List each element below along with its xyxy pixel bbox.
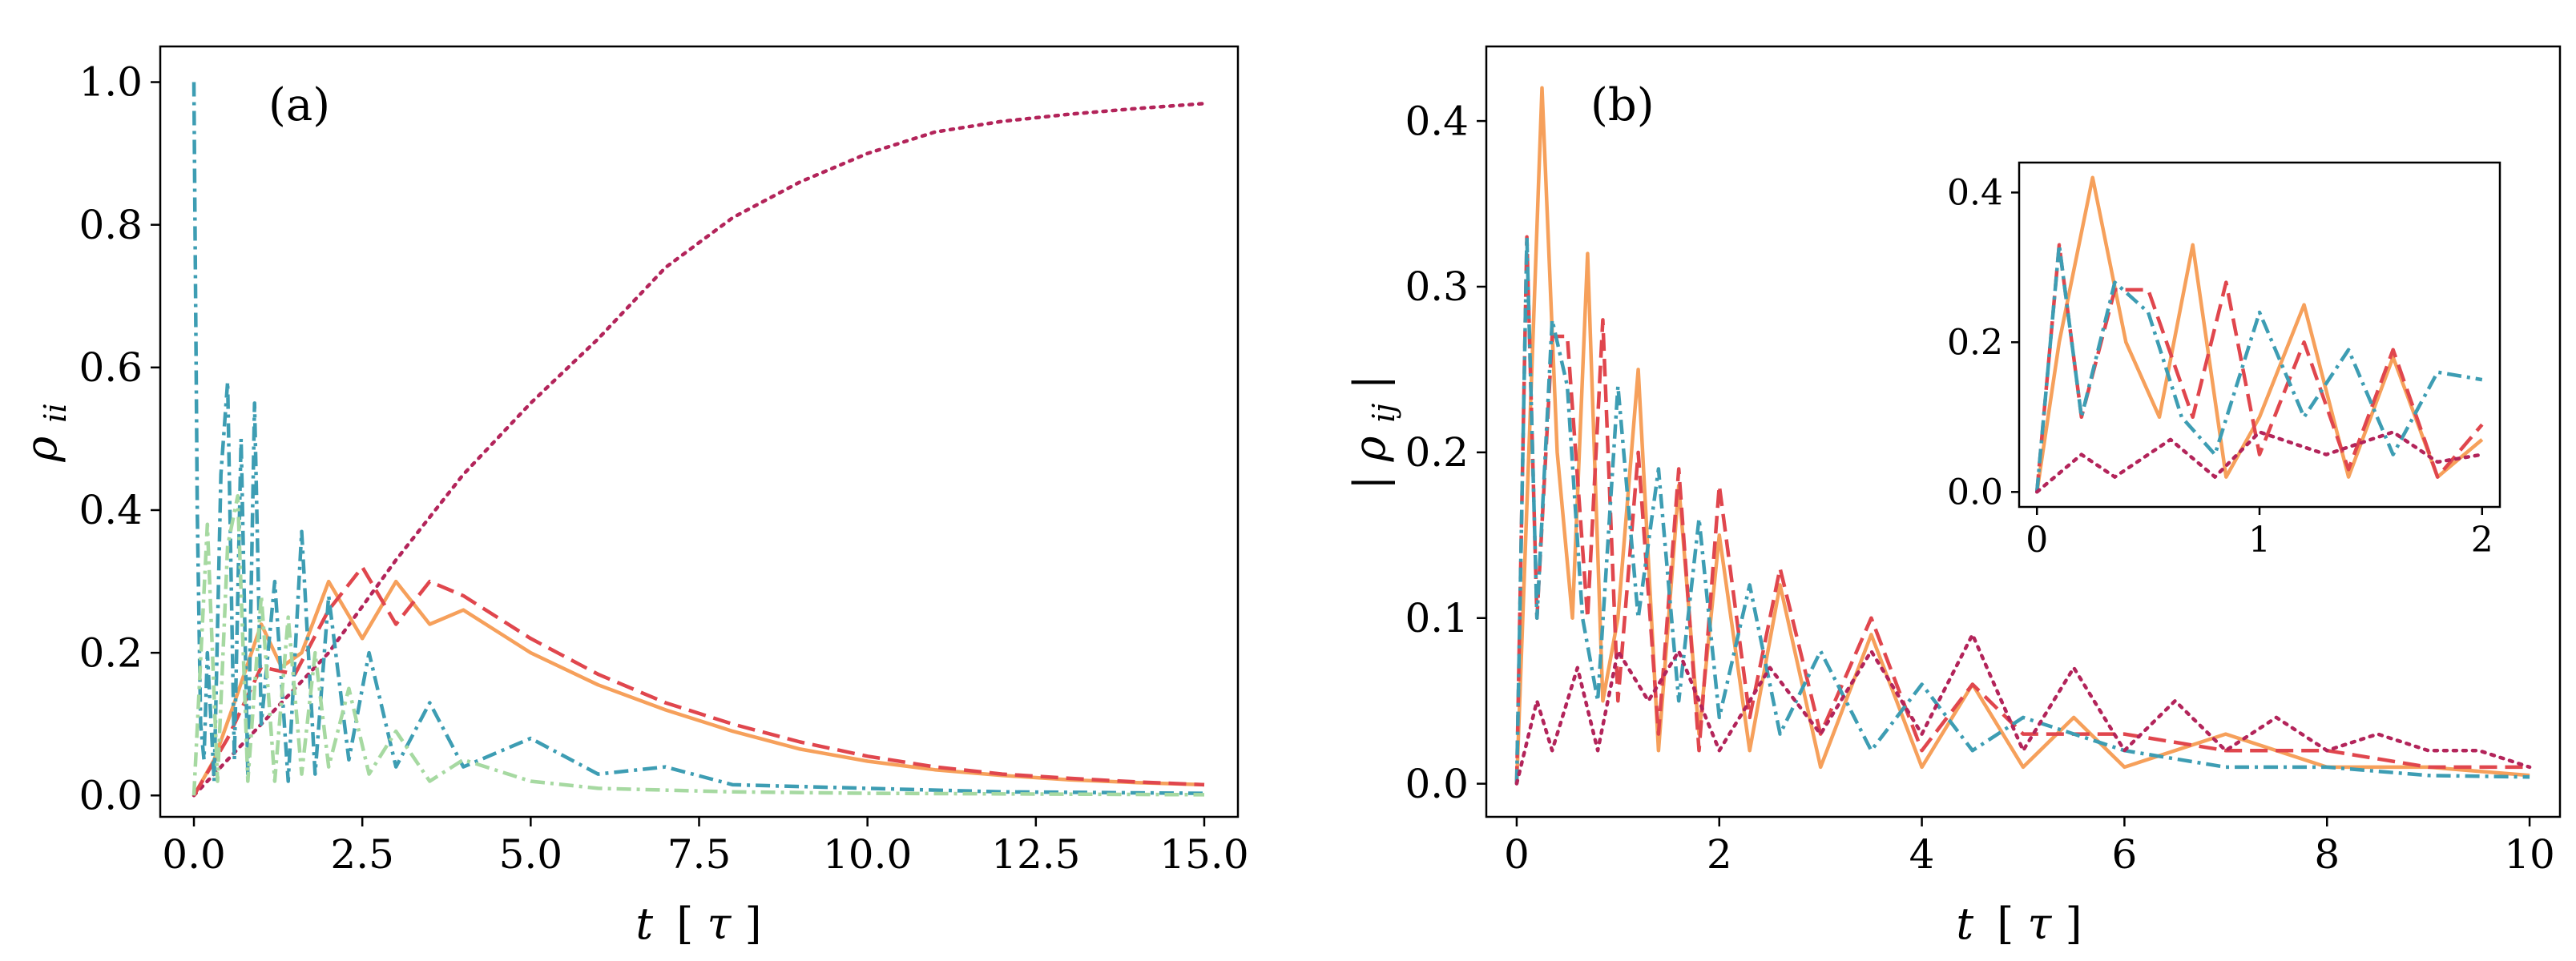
panel-a-xlabel-open: [	[676, 899, 693, 949]
panel-b-series-group	[1514, 86, 2532, 786]
panel-b-yticks: 0.0 0.1 0.2 0.3 0.4	[1405, 98, 1486, 807]
panel-a: 0.0 2.5 5.0 7.5 10.0 12.5 15.0 0.0 0.2 0.4 0.6 0.8…	[16, 45, 1249, 949]
panel-a-series-red	[192, 565, 1205, 797]
panel-a-xtick-label: 5.0	[499, 831, 563, 878]
panel-a-series-orange	[192, 579, 1205, 797]
panel-a-xlabel: t [ τ ]	[635, 899, 761, 949]
panel-a-ylabel: ρ ii	[16, 403, 73, 462]
panel-b-xticks: 0 2 4 6 8 10	[1504, 817, 2555, 878]
panel-b-xlabel-unit: τ	[2028, 899, 2053, 949]
panel-b-xlabel-var: t	[1956, 899, 1973, 949]
panel-a-label: (a)	[268, 79, 330, 131]
panel-a-ytick-label: 0.8	[79, 202, 143, 248]
panel-a-xtick-label: 12.5	[991, 831, 1080, 878]
panel-a-xtick-label: 15.0	[1159, 831, 1248, 878]
panel-a-xlabel-close: ]	[745, 899, 762, 949]
panel-a-xtick-label: 2.5	[330, 831, 394, 878]
panel-a-xlabel-unit: τ	[707, 899, 732, 949]
panel-b-ytick-label: 0.0	[1405, 761, 1469, 807]
panel-b-series-orange	[1514, 86, 2530, 784]
panel-a-frame	[159, 45, 1240, 818]
panel-b-ytick-label: 0.4	[1405, 98, 1469, 144]
panel-a-xtick-label: 7.5	[667, 831, 732, 878]
inset-xtick-label: 2	[2471, 520, 2493, 561]
panel-a-ytick-label: 0.2	[79, 629, 143, 676]
panel-b-ytick-label: 0.1	[1405, 595, 1469, 641]
panel-b-xtick-label: 8	[2314, 831, 2340, 878]
panel-b-xlabel-open: [	[1997, 899, 2014, 949]
panel-a-ytick-label: 0.6	[79, 344, 143, 391]
panel-a-xticks: 0.0 2.5 5.0 7.5 10.0 12.5 15.0	[162, 817, 1249, 878]
inset-xtick-label: 1	[2248, 520, 2271, 561]
panel-b-ylabel-bar-right: |	[1344, 375, 1395, 389]
panel-b-ytick-label: 0.3	[1405, 263, 1469, 310]
inset-ytick-label: 0.2	[1947, 323, 2003, 364]
panel-b-ytick-label: 0.2	[1405, 429, 1469, 476]
inset-series-group	[2034, 175, 2485, 494]
panel-a-xtick-label: 10.0	[823, 831, 912, 878]
panel-b-ylabel-bar-left: |	[1344, 476, 1395, 490]
panel-b-series-purple	[1514, 633, 2532, 786]
panel-a-ylabel-base: ρ	[16, 436, 67, 463]
panel-a-ytick-label: 1.0	[79, 59, 143, 106]
panel-a-series-group	[191, 82, 1207, 798]
inset-xticks: 0 1 2	[2026, 507, 2493, 561]
panel-b-xlabel: t [ τ ]	[1956, 899, 2082, 949]
inset-series-purple	[2034, 430, 2485, 494]
panel-a-ytick-label: 0.4	[79, 487, 143, 533]
panel-b-xtick-label: 4	[1909, 831, 1935, 878]
panel-b-xtick-label: 10	[2504, 831, 2555, 878]
panel-a-ylabel-sub: ii	[38, 403, 73, 422]
inset-series-teal	[2034, 243, 2483, 493]
panel-b-label: (b)	[1590, 79, 1655, 131]
panel-a-series-green	[191, 493, 1205, 797]
inset: 0 1 2 0.0 0.2 0.4	[1947, 161, 2501, 561]
panel-b-ylabel-base: ρ	[1344, 436, 1395, 462]
panel-b-xtick-label: 2	[1707, 831, 1732, 878]
panel-b: 0 2 4 6 8 10 0.00.10.20.30.4 (b) t [ τ ] | ρ …	[1344, 45, 2562, 949]
inset-xtick-label: 0	[2026, 520, 2048, 561]
panel-b-series-red	[1514, 235, 2530, 784]
panel-b-xtick-label: 0	[1504, 831, 1530, 878]
inset-ytick-label: 0.0	[1947, 472, 2003, 513]
panel-a-series-teal	[191, 82, 1205, 795]
inset-series-red	[2034, 243, 2484, 493]
panel-b-ylabel: | ρ ij |	[1344, 375, 1405, 490]
inset-ytick-label: 0.4	[1947, 173, 2003, 214]
panel-b-xlabel-close: ]	[2066, 899, 2082, 949]
inset-series-orange	[2034, 175, 2484, 493]
panel-a-ytick-label: 0.0	[79, 772, 143, 818]
inset-yticks: 0.0 0.2 0.4	[1947, 173, 2019, 513]
panel-b-xtick-label: 6	[2112, 831, 2138, 878]
panel-a-xlabel-var: t	[635, 899, 653, 949]
panel-a-series-purple	[191, 102, 1207, 798]
panel-a-xtick-label: 0.0	[162, 831, 226, 878]
panel-a-yticks: 0.0 0.2 0.4 0.6 0.8 1.0	[79, 59, 160, 818]
panel-b-ylabel-sub: ij	[1366, 403, 1401, 422]
